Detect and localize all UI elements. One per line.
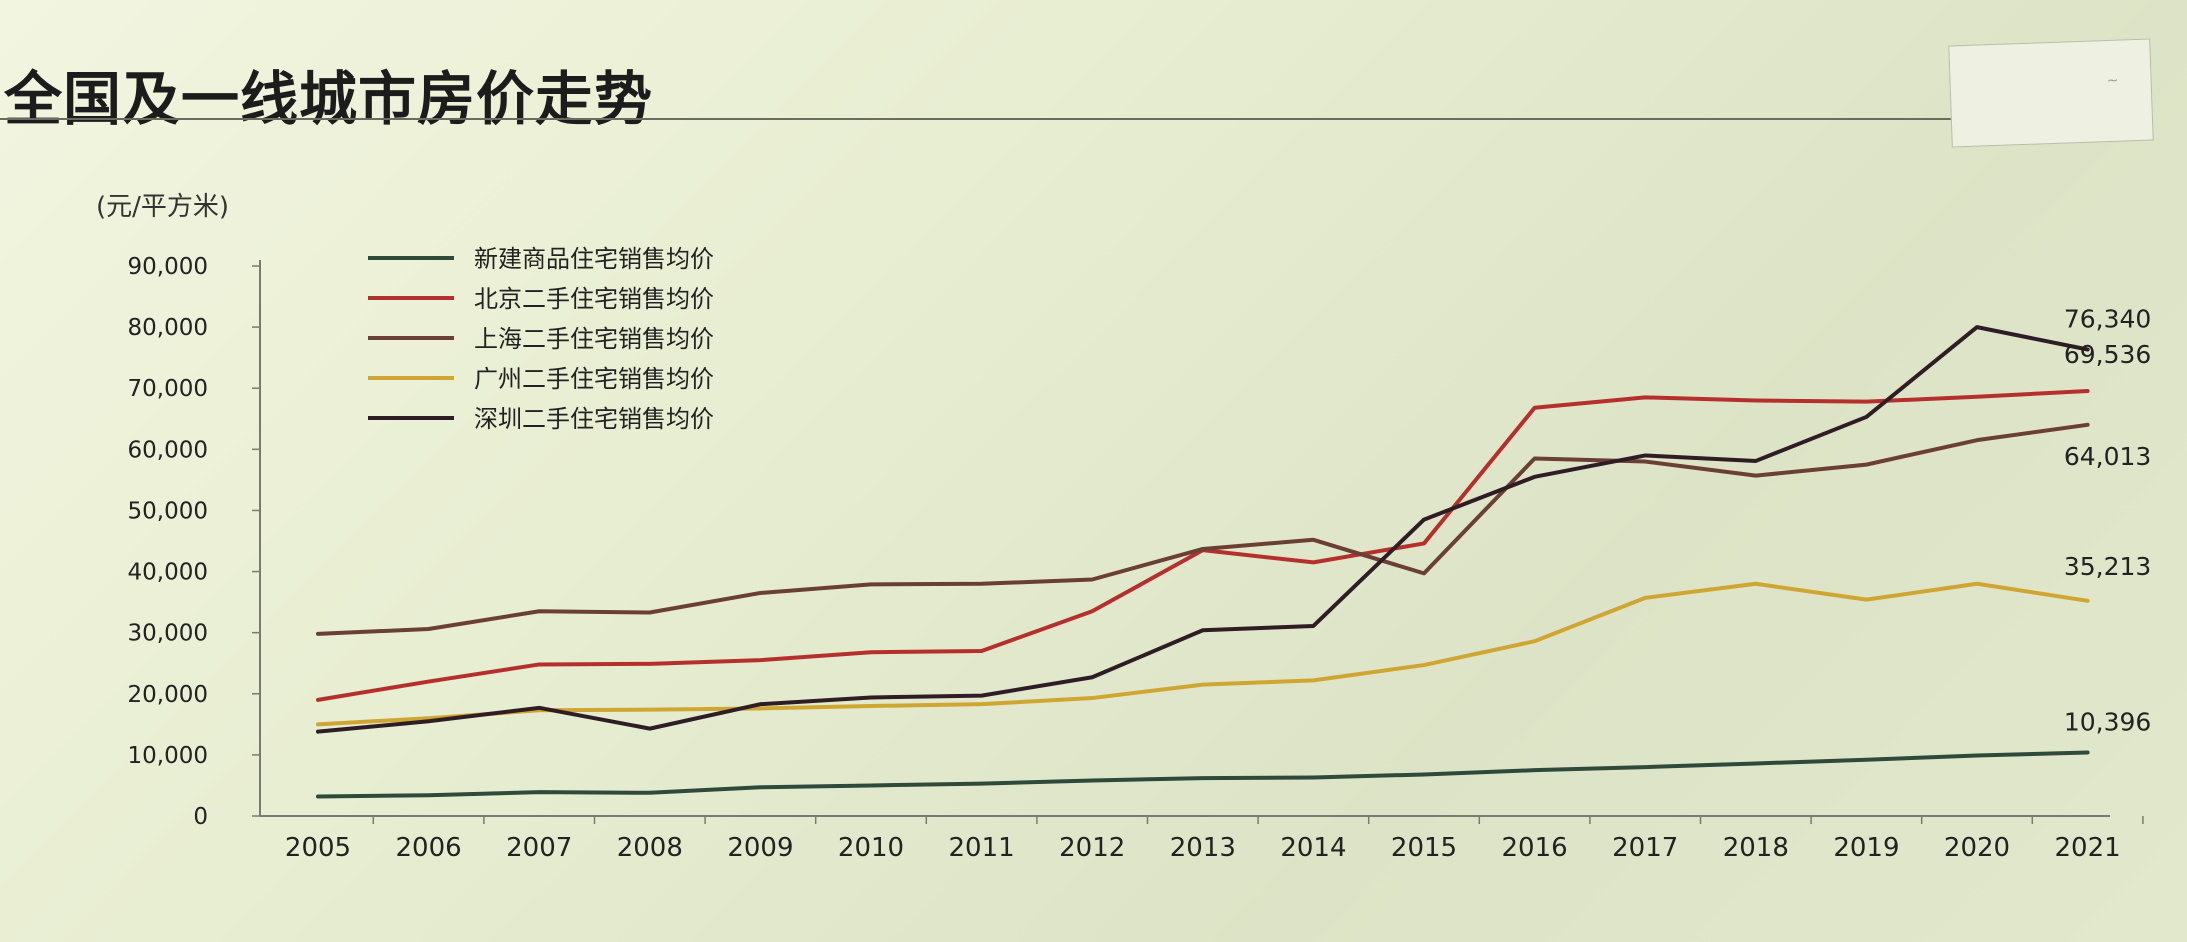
x-tick-label: 2019: [1833, 833, 1899, 863]
y-axis-ticks: 0 10,000 20,000 30,000 40,000 50,000 60,000 70,…: [128, 254, 260, 830]
title-divider: [0, 118, 1960, 120]
y-tick-label: 50,000: [128, 498, 208, 524]
series-line: [316, 389, 2090, 702]
x-tick-label: 2005: [285, 833, 351, 863]
x-tick-label: 2010: [838, 833, 904, 863]
y-tick-label: 30,000: [128, 621, 208, 647]
end-value-label: 35,213: [2064, 552, 2151, 581]
end-value-label: 64,013: [2064, 442, 2151, 471]
y-axis-unit-label: (元/平方米): [96, 192, 230, 222]
y-tick-label: 80,000: [128, 315, 208, 341]
end-value-labels: 76,340 69,536 64,013 35,213 10,396: [2064, 304, 2151, 736]
chart-axes: [259, 260, 2110, 817]
y-tick-label: 0: [193, 804, 208, 830]
chart-legend: 新建商品住宅销售均价北京二手住宅销售均价上海二手住宅销售均价广州二手住宅销售均价…: [368, 245, 714, 433]
x-tick-label: 2012: [1059, 833, 1125, 863]
y-tick-label: 60,000: [128, 437, 208, 463]
legend-label: 北京二手住宅销售均价: [474, 285, 714, 313]
y-tick-label: 70,000: [128, 376, 208, 402]
series-line: [316, 325, 2090, 734]
end-value-label: 76,340: [2064, 304, 2151, 333]
y-tick-label: 40,000: [128, 560, 208, 586]
x-tick-label: 2008: [617, 833, 683, 863]
x-tick-label: 2007: [506, 833, 572, 863]
x-axis-ticks: 2005 2006 2007 2008 2009 2010 2011 2012 2013 2014…: [285, 816, 2144, 863]
legend-label: 广州二手住宅销售均价: [474, 365, 714, 393]
x-tick-label: 2011: [949, 833, 1015, 863]
y-tick-label: 90,000: [128, 254, 208, 280]
x-tick-label: 2018: [1723, 833, 1789, 863]
legend-label: 上海二手住宅销售均价: [474, 325, 714, 353]
series-line: [316, 581, 2090, 727]
legend-label: 深圳二手住宅销售均价: [474, 405, 714, 433]
y-tick-label: 20,000: [128, 682, 208, 708]
series-lines: [316, 325, 2090, 799]
series-line: [316, 750, 2090, 799]
end-value-label: 69,536: [2064, 340, 2151, 369]
legend-label: 新建商品住宅销售均价: [474, 245, 714, 273]
x-tick-label: 2006: [396, 833, 462, 863]
x-tick-label: 2013: [1170, 833, 1236, 863]
x-tick-label: 2017: [1612, 833, 1678, 863]
x-tick-label: 2009: [727, 833, 793, 863]
x-tick-label: 2020: [1944, 833, 2010, 863]
y-tick-label: 10,000: [128, 743, 208, 769]
x-tick-label: 2015: [1391, 833, 1457, 863]
x-tick-label: 2021: [2055, 833, 2121, 863]
series-line: [316, 422, 2090, 636]
x-tick-label: 2016: [1502, 833, 1568, 863]
end-value-label: 10,396: [2064, 707, 2151, 736]
page-title: 全国及一线城市房价走势: [4, 65, 654, 133]
x-tick-label: 2014: [1280, 833, 1346, 863]
